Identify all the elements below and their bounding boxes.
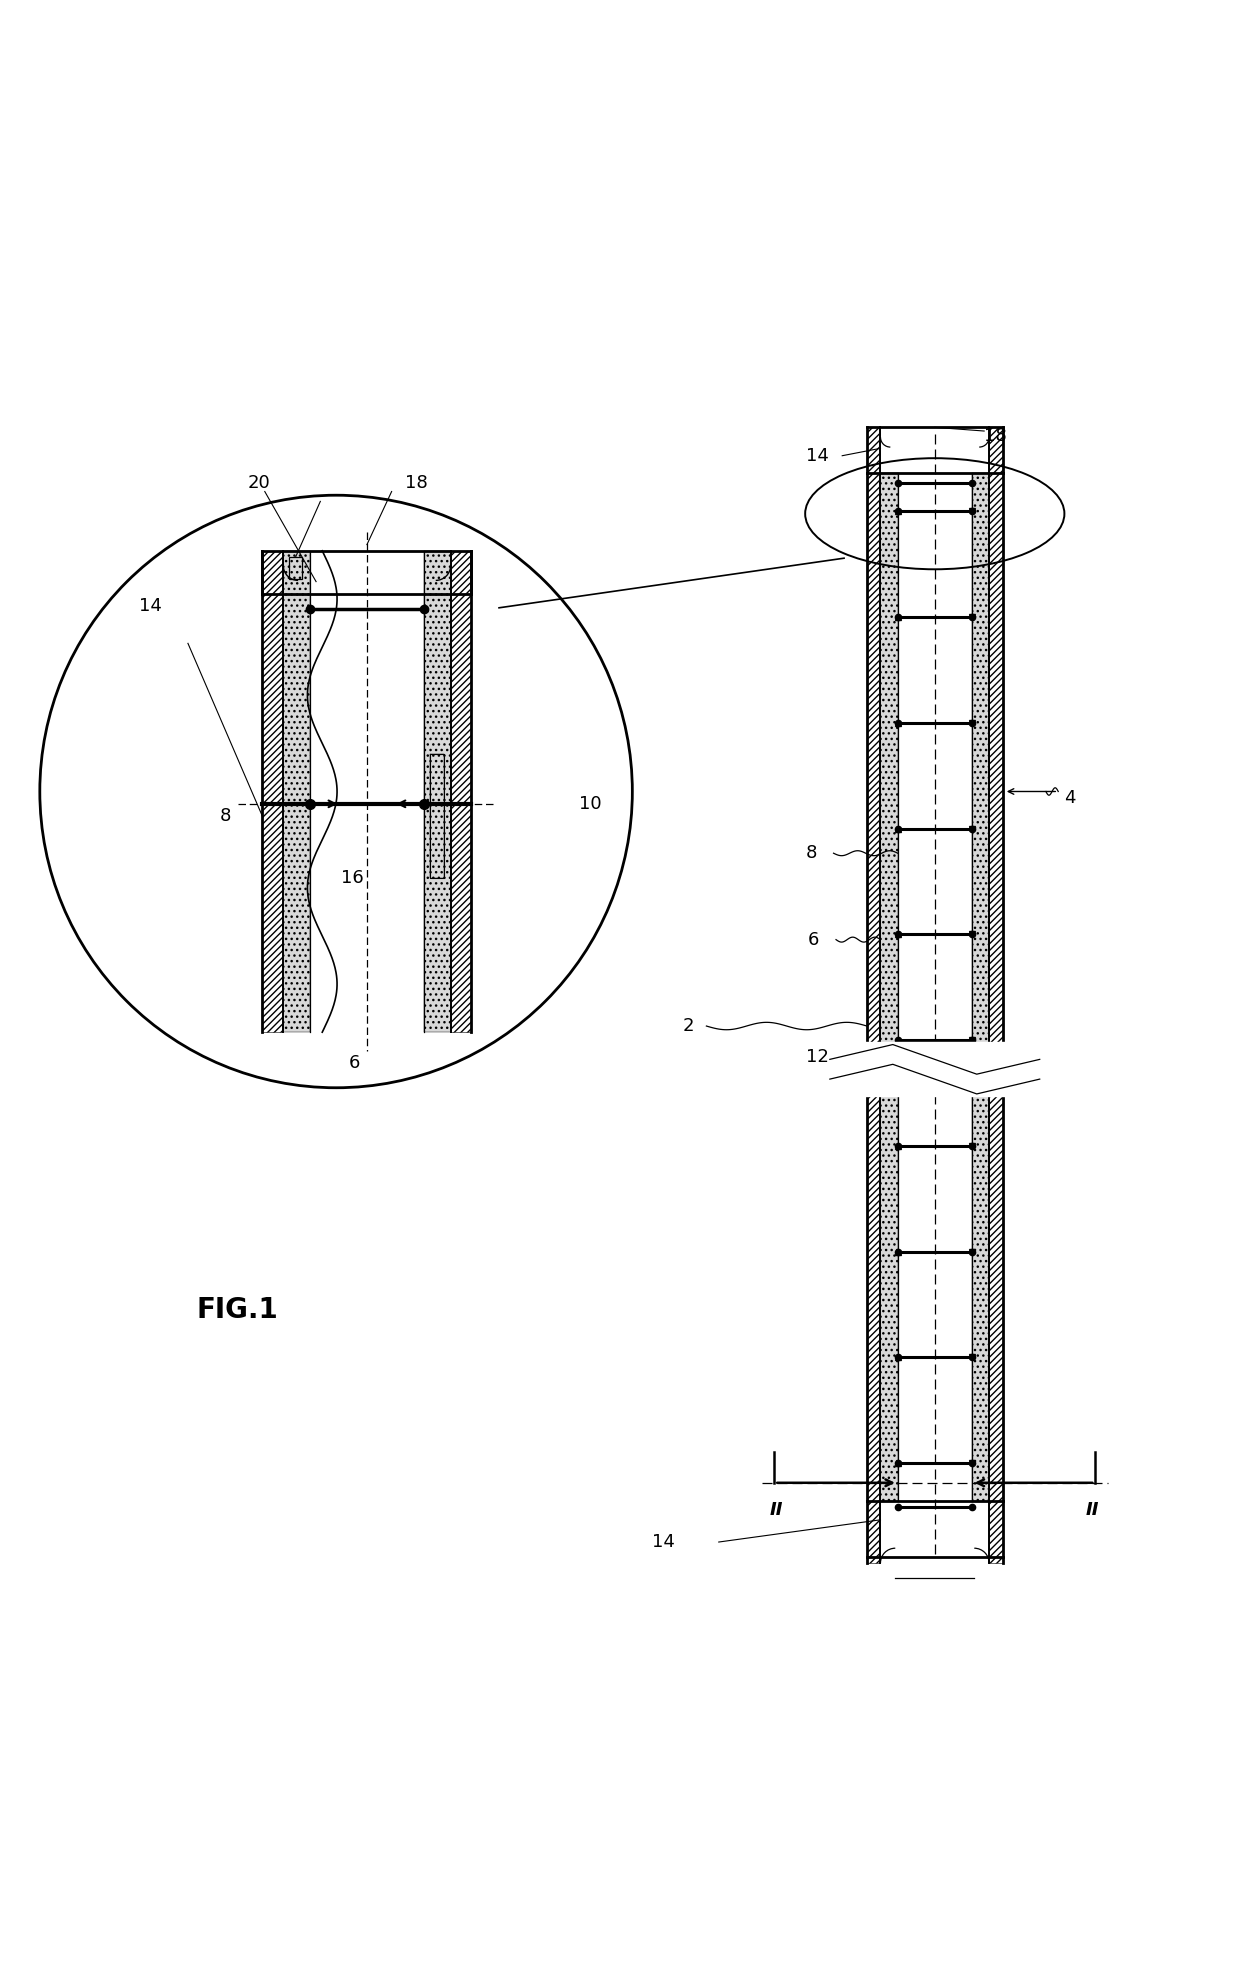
Text: 18: 18 [985, 427, 1007, 445]
Text: 6: 6 [348, 1054, 361, 1072]
Polygon shape [972, 473, 990, 1501]
Text: 2: 2 [682, 1017, 693, 1034]
Text: 12: 12 [806, 1048, 830, 1066]
Text: 14: 14 [139, 597, 162, 615]
Text: 4: 4 [1064, 789, 1076, 807]
Polygon shape [867, 1501, 880, 1563]
Polygon shape [340, 550, 393, 1033]
Polygon shape [424, 550, 450, 1033]
Polygon shape [867, 427, 880, 473]
Text: 10: 10 [579, 795, 601, 813]
Text: FIG.1: FIG.1 [196, 1296, 278, 1323]
Text: 14: 14 [806, 447, 830, 465]
Polygon shape [830, 1042, 1039, 1096]
Text: 6: 6 [808, 930, 820, 949]
Text: 20: 20 [247, 475, 270, 493]
Polygon shape [990, 1501, 1003, 1563]
Text: 18: 18 [405, 475, 428, 493]
Polygon shape [918, 473, 952, 1501]
Bar [289, 558, 301, 580]
Text: 8: 8 [219, 807, 231, 825]
Text: II: II [1086, 1501, 1100, 1519]
Text: 14: 14 [652, 1533, 675, 1551]
Polygon shape [263, 550, 283, 1033]
Polygon shape [990, 473, 1003, 1501]
Polygon shape [263, 550, 283, 593]
Polygon shape [283, 550, 310, 1033]
Polygon shape [450, 550, 471, 593]
Polygon shape [450, 550, 471, 1033]
Polygon shape [867, 473, 880, 1501]
Text: 8: 8 [806, 845, 817, 862]
Polygon shape [990, 427, 1003, 473]
Text: 16: 16 [341, 868, 365, 886]
Polygon shape [880, 473, 898, 1501]
Polygon shape [430, 754, 444, 878]
Text: II: II [770, 1501, 784, 1519]
